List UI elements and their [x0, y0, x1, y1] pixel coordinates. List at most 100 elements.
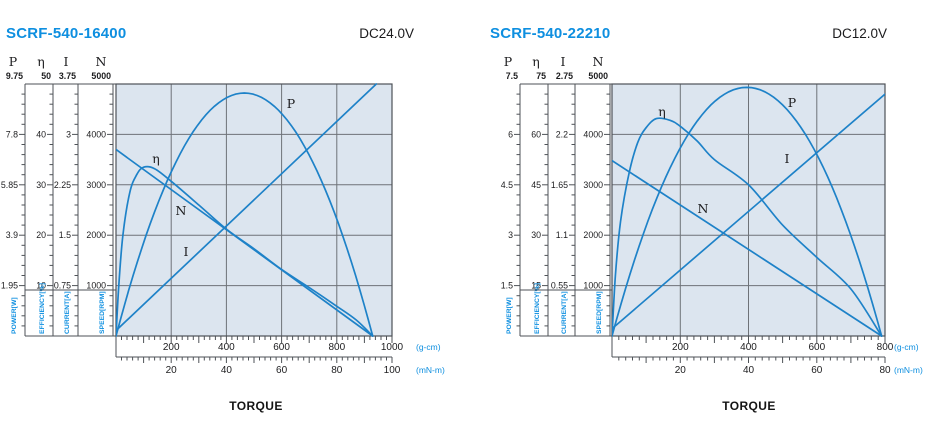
- x-axis-gcm: 200 400 600 800 1000 (g-cm): [121, 336, 441, 353]
- performance-graph: P 7.5 6 4.5 3 1.5 POWER[W] η 75 60 45 30 15EFFICIENC…: [501, 54, 923, 376]
- y-axis-tick-label: 4.5: [501, 180, 513, 190]
- y-axis-tick-label: 4000: [583, 129, 603, 139]
- x-tick-label-mnm: 80: [879, 365, 891, 376]
- y-axis-header-I: I: [64, 54, 69, 69]
- y-axis-top-value-eta: 50: [41, 71, 51, 81]
- y-axis-tick-label: 40: [36, 129, 46, 139]
- y-axis-header-P: P: [9, 54, 17, 69]
- y-axis-top-value-P: 9.75: [6, 71, 23, 81]
- x-unit-gcm: (g-cm): [416, 342, 441, 352]
- curve-label-eta: η: [658, 104, 666, 119]
- curve-label-P: P: [788, 95, 796, 110]
- y-axis-title-I: CURRENT[A]: [64, 291, 71, 334]
- y-axis-header-P: P: [504, 54, 512, 69]
- x-tick-label-mnm: 40: [743, 365, 755, 376]
- x-axis-mnm: 20 40 60 80 (mN-m): [611, 336, 923, 376]
- y-axis-tick-label: 1.5: [501, 281, 513, 291]
- y-axis-tick-label: 1.5: [59, 230, 71, 240]
- x-tick-label-gcm: 1000: [381, 342, 404, 353]
- curve-eta: [116, 165, 374, 337]
- x-tick-label-mnm: 100: [384, 365, 401, 376]
- y-axis-title-N: SPEED[RPM]: [99, 291, 106, 334]
- curve-label-I: I: [184, 244, 189, 259]
- voltage-rating: DC24.0V: [359, 26, 414, 41]
- y-axis-tick-label: 3.9: [6, 230, 18, 240]
- curve-labels: Pη N I: [152, 96, 295, 259]
- y-axis-top-value-N: 5000: [588, 71, 608, 81]
- y-axis-title-P: POWER[W]: [506, 297, 513, 334]
- y-axis-tick-label: 5.85: [1, 180, 18, 190]
- y-axis-tick-label: 6: [508, 129, 513, 139]
- x-tick-label-gcm: 200: [672, 342, 689, 353]
- y-scale-columns: P 7.5 6 4.5 3 1.5 POWER[W] η 75 60 45 30 15EFFICIENC…: [501, 54, 612, 337]
- y-axis-tick-label: 4000: [86, 129, 106, 139]
- curves: [116, 83, 378, 337]
- y-axis-tick-label: 1.65: [551, 180, 568, 190]
- y-axis-tick-label: 1.95: [1, 281, 18, 291]
- x-tick-label-mnm: 60: [811, 365, 823, 376]
- curve-label-I: I: [785, 151, 790, 166]
- x-tick-label-gcm: 200: [163, 342, 180, 353]
- y-axis-tick-label: 7.8: [6, 129, 18, 139]
- y-axis-title-I: CURRENT[A]: [561, 291, 568, 334]
- x-unit-mnm: (mN-m): [894, 365, 923, 375]
- y-axis-tick-label: 3: [508, 230, 513, 240]
- x-unit-mnm: (mN-m): [416, 365, 445, 375]
- y-axis-tick-label: 30: [36, 180, 46, 190]
- curve-N: [612, 159, 883, 337]
- model-number: SCRF-540-16400: [6, 25, 127, 42]
- curve-I: [612, 93, 885, 330]
- y-axis-title-P: POWER[W]: [11, 297, 18, 334]
- curve-P: [612, 86, 883, 337]
- y-axis-top-value-P: 7.5: [506, 71, 518, 81]
- x-tick-label-gcm: 600: [273, 342, 290, 353]
- curve-eta: [612, 117, 883, 337]
- y-axis-tick-label: 60: [531, 129, 541, 139]
- x-tick-label-mnm: 60: [276, 365, 288, 376]
- y-axis-top-value-I: 2.75: [556, 71, 573, 81]
- torque-axis-title: TORQUE: [229, 399, 283, 413]
- y-axis-tick-label: 15: [531, 281, 541, 291]
- y-axis-top-value-N: 5000: [91, 71, 111, 81]
- y-axis-tick-label: 2.2: [556, 129, 568, 139]
- curve-N: [116, 148, 374, 337]
- y-axis-tick-label: 3: [66, 129, 71, 139]
- y-axis-header-N: N: [96, 54, 107, 69]
- y-axis-tick-label: 2000: [86, 230, 106, 240]
- y-axis-header-eta: η: [37, 54, 45, 69]
- x-tick-label-gcm: 600: [808, 342, 825, 353]
- y-axis-tick-label: 1.1: [556, 230, 568, 240]
- chart-panel-left: SCRF-540-16400 DC24.0V P 9.75 7.8 5.85 3.9 1.…: [1, 25, 445, 413]
- y-axis-tick-label: 45: [531, 180, 541, 190]
- curve-label-eta: η: [152, 151, 160, 166]
- curve-label-N: N: [698, 201, 709, 216]
- y-axis-top-value-eta: 75: [536, 71, 546, 81]
- y-axis-tick-label: 1000: [86, 281, 106, 291]
- y-axis-tick-label: 0.75: [54, 281, 71, 291]
- x-axis-mnm: 20 40 60 80 100 (mN-m): [115, 336, 445, 376]
- y-axis-tick-label: 3000: [583, 180, 603, 190]
- curve-label-N: N: [176, 203, 187, 218]
- curve-I: [116, 83, 378, 332]
- y-scale-P: P 7.5 6 4.5 3 1.5 POWER[W]: [501, 54, 521, 336]
- y-axis-tick-label: 3000: [86, 180, 106, 190]
- y-axis-tick-label: 20: [36, 230, 46, 240]
- x-tick-label-gcm: 800: [877, 342, 894, 353]
- y-axis-tick-label: 0.55: [551, 281, 568, 291]
- y-axis-header-N: N: [593, 54, 604, 69]
- y-scale-columns: P 9.75 7.8 5.85 3.9 1.95 POWER[W] η 50 40 30 20 10EF…: [1, 54, 116, 337]
- curves: [612, 86, 885, 337]
- y-axis-tick-label: 10: [36, 281, 46, 291]
- x-tick-label-mnm: 20: [166, 365, 178, 376]
- y-axis-header-eta: η: [532, 54, 540, 69]
- y-axis-header-I: I: [561, 54, 566, 69]
- y-axis-title-eta: EFFICIENCY[%]: [534, 283, 541, 334]
- x-tick-label-mnm: 40: [221, 365, 233, 376]
- y-axis-top-value-I: 3.75: [59, 71, 76, 81]
- y-axis-tick-label: 2000: [583, 230, 603, 240]
